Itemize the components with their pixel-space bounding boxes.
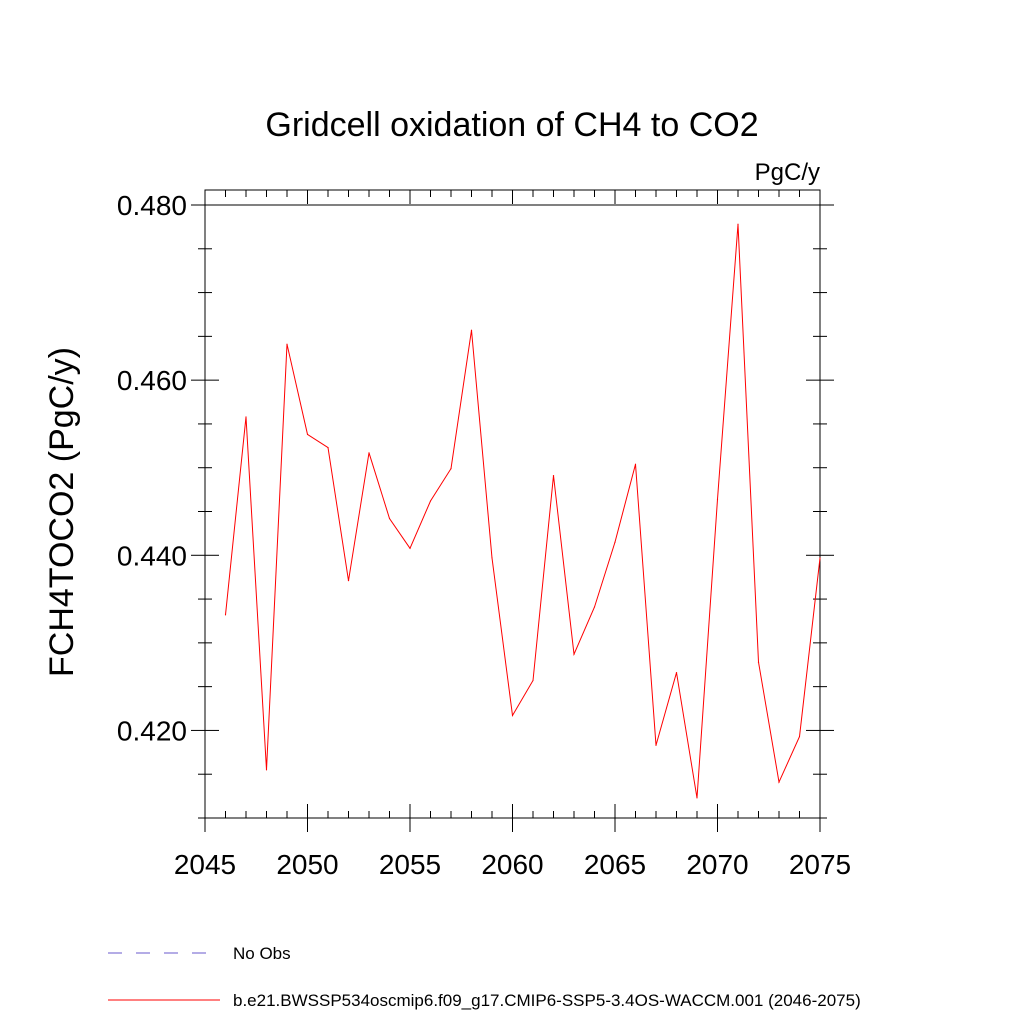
x-tick-label: 2050 bbox=[276, 849, 338, 880]
x-tick-label: 2060 bbox=[481, 849, 543, 880]
x-tick-labels: 2045 2050 2055 2060 2065 2070 2075 bbox=[174, 849, 851, 880]
series-point bbox=[532, 679, 534, 682]
series-point bbox=[429, 500, 432, 502]
series-point bbox=[819, 557, 821, 559]
legend-label-no-obs: No Obs bbox=[233, 944, 291, 963]
series-point bbox=[737, 223, 739, 225]
y-tick-label: 0.480 bbox=[117, 190, 187, 221]
y-tick-label: 0.420 bbox=[117, 715, 187, 746]
x-tick-label: 2075 bbox=[789, 849, 851, 880]
series-point bbox=[716, 498, 719, 500]
legend: No Obs b.e21.BWSSP534oscmip6.f09_g17.CMI… bbox=[108, 944, 861, 1010]
series-point bbox=[327, 446, 329, 449]
series-point bbox=[593, 606, 596, 608]
series-point bbox=[552, 474, 555, 477]
units-label: PgC/y bbox=[755, 159, 820, 186]
series-point bbox=[409, 547, 411, 549]
series-point bbox=[798, 735, 801, 738]
x-tick-label: 2065 bbox=[584, 849, 646, 880]
series-point bbox=[286, 343, 288, 345]
series-point bbox=[245, 416, 247, 418]
x-tick-label: 2070 bbox=[686, 849, 748, 880]
plot-frame bbox=[204, 189, 821, 819]
y-axis-label: FCH4TOCO2 (PgC/y) bbox=[43, 347, 81, 677]
x-tick-label: 2045 bbox=[174, 849, 236, 880]
series-line-0 bbox=[225, 224, 821, 798]
series-point bbox=[573, 653, 575, 655]
y-tick-label: 0.440 bbox=[117, 540, 187, 571]
series-point bbox=[778, 781, 780, 783]
series-point bbox=[757, 661, 760, 663]
series-point bbox=[224, 614, 227, 616]
series-point bbox=[675, 672, 678, 674]
series-point bbox=[491, 557, 493, 559]
series-layer bbox=[224, 223, 821, 799]
series-point bbox=[306, 433, 309, 436]
series-point bbox=[347, 580, 350, 582]
series-point bbox=[655, 744, 657, 746]
series-point bbox=[368, 452, 370, 454]
y-tick-label: 0.460 bbox=[117, 365, 187, 396]
series-point bbox=[470, 329, 473, 331]
series-point bbox=[696, 797, 698, 799]
series-point bbox=[511, 714, 514, 717]
x-tick-label: 2055 bbox=[379, 849, 441, 880]
axes bbox=[191, 189, 834, 832]
y-tick-labels: 0.420 0.440 0.460 0.480 bbox=[117, 190, 187, 746]
series-point bbox=[634, 463, 637, 465]
series-point bbox=[450, 467, 452, 470]
series-point bbox=[388, 517, 391, 520]
legend-label-model-run: b.e21.BWSSP534oscmip6.f09_g17.CMIP6-SSP5… bbox=[233, 991, 861, 1010]
chart-title: Gridcell oxidation of CH4 to CO2 bbox=[265, 106, 758, 144]
series-point bbox=[265, 769, 268, 771]
series-point bbox=[614, 541, 616, 543]
